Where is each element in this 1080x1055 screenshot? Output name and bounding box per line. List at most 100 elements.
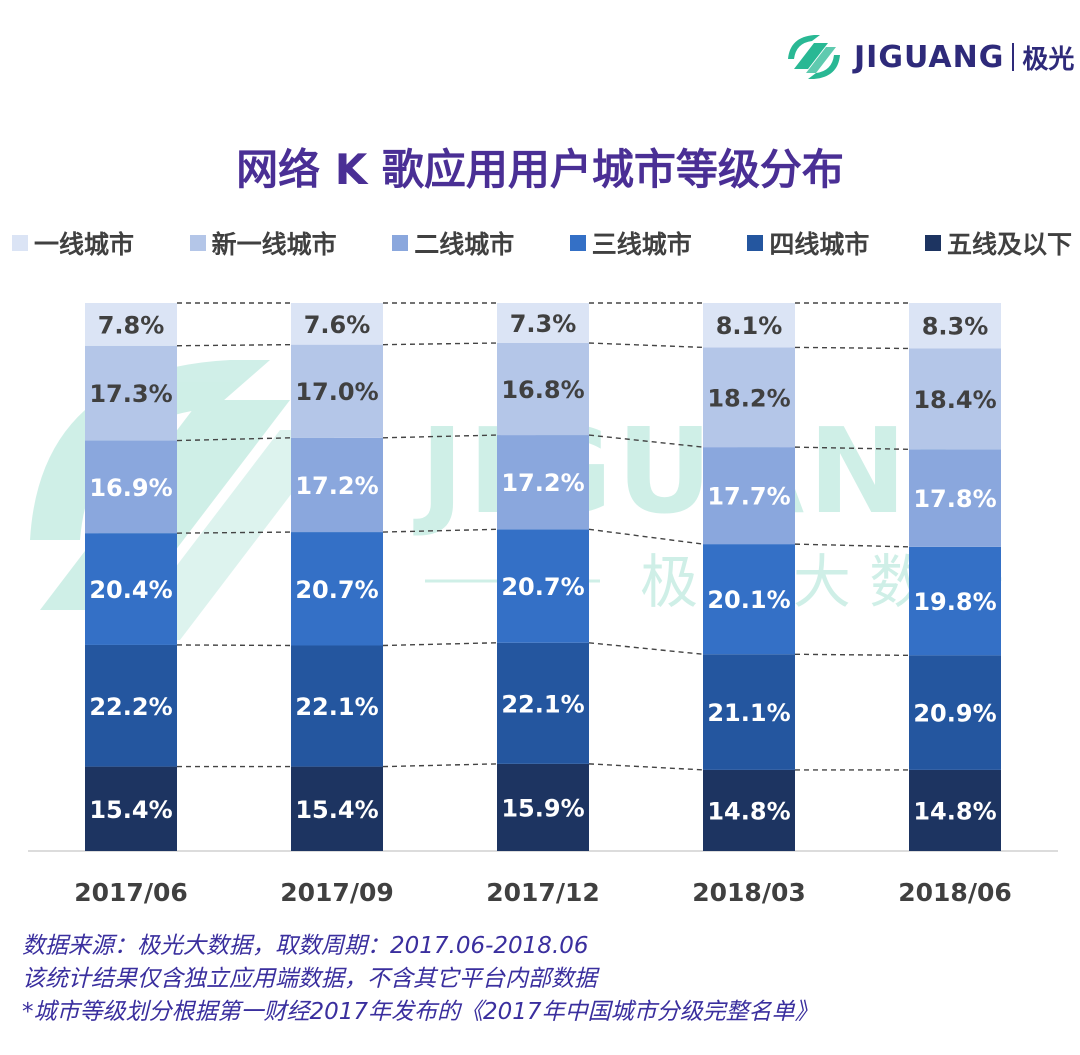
connector-line xyxy=(588,763,704,771)
bar-segment xyxy=(291,437,383,533)
x-tick-label: 2018/03 xyxy=(692,878,806,907)
chart-title: 网络 K 歌应用用户城市等级分布 xyxy=(236,145,844,194)
connector-line xyxy=(176,531,292,534)
bar-segment xyxy=(703,544,795,655)
legend-label: 三线城市 xyxy=(591,230,692,259)
chart-legend: 一线城市 新一线城市 二线城市 三线城市 四线城市 五线及以下 xyxy=(12,226,1072,260)
data-label: 22.1% xyxy=(501,690,584,718)
bar-segment xyxy=(703,769,795,851)
bar-segment xyxy=(909,303,1001,349)
bar-segment xyxy=(291,303,383,345)
data-label: 14.8% xyxy=(913,797,996,825)
data-label: 20.4% xyxy=(89,576,172,604)
bar-segment xyxy=(85,644,177,767)
bar-segment xyxy=(85,766,177,851)
connector-line xyxy=(176,437,292,442)
x-tick-label: 2017/06 xyxy=(74,878,188,907)
data-label: 15.4% xyxy=(89,796,172,824)
stacked-bar-chart: JIGUANG 极 光 大 数 据 15.4%22.2%20.4%16.9%17… xyxy=(28,302,1058,907)
legend-item: 三线城市 xyxy=(569,225,692,261)
bar-segment xyxy=(291,344,383,438)
bar-segment xyxy=(909,546,1001,656)
data-label: 17.3% xyxy=(89,380,172,408)
connector-line xyxy=(588,642,704,655)
x-tick-label: 2018/06 xyxy=(898,878,1012,907)
connector-line xyxy=(382,642,498,647)
bar-segment xyxy=(85,440,177,534)
jiguang-logo-icon xyxy=(788,35,840,79)
bar-segment xyxy=(497,763,589,851)
data-label: 22.1% xyxy=(295,693,378,721)
connector-line xyxy=(176,644,292,647)
logo-separator xyxy=(1012,43,1015,71)
bar-segment xyxy=(497,529,589,643)
connector-line xyxy=(794,653,910,657)
bars-layer xyxy=(85,303,1001,851)
data-label: 19.8% xyxy=(913,588,996,616)
data-label: 20.7% xyxy=(295,576,378,604)
connector-line xyxy=(794,346,910,350)
data-label: 7.3% xyxy=(510,310,577,338)
data-label: 7.6% xyxy=(304,311,371,339)
bar-segment xyxy=(497,435,589,530)
data-label: 7.8% xyxy=(98,311,165,339)
bar-segment xyxy=(85,533,177,645)
data-label: 17.0% xyxy=(295,378,378,406)
footnote-scope: 该统计结果仅含独立应用端数据，不含其它平台内部数据 xyxy=(22,966,597,992)
bar-segment xyxy=(85,345,177,441)
data-label: 15.9% xyxy=(501,794,584,822)
bar-segment xyxy=(497,303,589,344)
connector-line xyxy=(794,446,910,451)
legend-item: 四线城市 xyxy=(747,225,869,261)
data-label: 15.4% xyxy=(295,796,378,824)
bar-segment xyxy=(291,766,383,851)
connector-line xyxy=(382,434,498,439)
legend-label: 五线及以下 xyxy=(946,230,1072,259)
legend-swatch xyxy=(569,235,586,251)
legend-item: 二线城市 xyxy=(392,225,514,261)
legend-label: 二线城市 xyxy=(414,230,515,259)
bar-segment xyxy=(909,655,1001,770)
legend-swatch xyxy=(392,235,409,251)
jiguang-logo: JIGUANG 极光 xyxy=(784,26,1074,88)
footnotes: 数据来源：极光大数据，取数周期：2017.06-2018.06 该统计结果仅含独… xyxy=(22,930,818,1029)
data-label: 20.1% xyxy=(707,586,790,614)
bar-segment xyxy=(703,347,795,448)
legend-swatch xyxy=(12,235,28,251)
bar-segment xyxy=(909,769,1001,851)
bar-segment xyxy=(703,303,795,348)
connector-line xyxy=(588,434,704,448)
legend-item: 五线及以下 xyxy=(924,225,1072,261)
data-label: 17.2% xyxy=(295,472,378,500)
legend-swatch xyxy=(189,235,206,251)
footnote-source: 数据来源：极光大数据，取数周期：2017.06-2018.06 xyxy=(22,933,589,959)
legend-label: 一线城市 xyxy=(34,230,135,259)
connector-line xyxy=(176,343,292,347)
data-label: 8.3% xyxy=(922,313,989,341)
data-label: 8.1% xyxy=(716,312,783,340)
connector-line xyxy=(382,342,498,346)
legend-item: 一线城市 xyxy=(12,225,134,261)
connector-line xyxy=(794,543,910,548)
data-label: 14.8% xyxy=(707,797,790,825)
data-label: 17.2% xyxy=(501,469,584,497)
connector-line xyxy=(588,528,704,545)
x-axis-ticks: 2017/06 2017/09 2017/12 2018/03 2018/06 xyxy=(74,878,1012,907)
data-label: 20.9% xyxy=(913,700,996,728)
data-label: 17.8% xyxy=(913,485,996,513)
logo-brand-text: JIGUANG xyxy=(854,39,1005,75)
data-label: 18.2% xyxy=(707,384,790,412)
bar-segment xyxy=(497,642,589,764)
data-label: 20.7% xyxy=(501,573,584,601)
footnote-city-tier: *城市等级划分根据第一财经2017年发布的《2017年中国城市分级完整名单》 xyxy=(22,999,818,1025)
data-label: 16.9% xyxy=(89,474,172,502)
bar-segment xyxy=(703,447,795,545)
x-tick-label: 2017/09 xyxy=(280,878,394,907)
connector-line xyxy=(588,342,704,349)
legend-label: 四线城市 xyxy=(769,230,870,259)
bar-segment xyxy=(909,348,1001,450)
data-label: 22.2% xyxy=(89,693,172,721)
legend-swatch xyxy=(924,235,941,251)
bar-segment xyxy=(291,532,383,646)
data-label: 18.4% xyxy=(913,386,996,414)
